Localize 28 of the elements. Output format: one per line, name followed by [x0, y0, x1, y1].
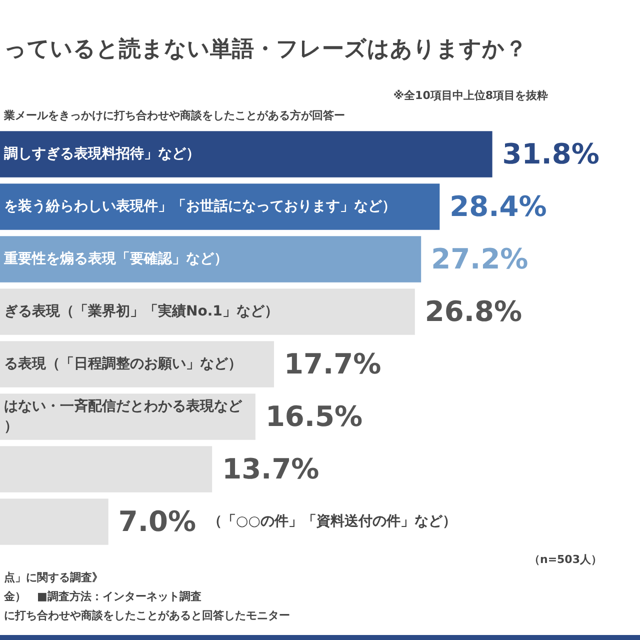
chart-title: っていると読まない単語・フレーズはありますか？	[4, 36, 527, 64]
data-label: 27.2%	[431, 242, 528, 276]
text: 金） ■調査方法：インターネット調査	[4, 589, 202, 604]
data-label: 17.7%	[284, 348, 382, 381]
data-label: 16.5%	[265, 400, 363, 434]
bar	[0, 446, 212, 492]
y-tick-label: ぎる表現（「業界初」「実績No.1」など）	[4, 302, 278, 320]
bar	[0, 236, 422, 282]
text: （n=503人）	[528, 552, 602, 567]
bar	[0, 498, 108, 545]
text: ※全10項目中上位8項目を抜粋	[393, 88, 548, 103]
bar	[0, 184, 440, 230]
data-label: 28.4%	[450, 190, 547, 224]
text: に打ち合わせや商談をしたことがあると回答したモニター	[4, 608, 290, 623]
y-tick-label: 重要性を煽る表現「要確認」など）	[3, 250, 228, 267]
y-tick-label: （「○○の件」「資料送付の件」など）	[208, 513, 456, 530]
text: 点」に関する調査》	[4, 570, 103, 585]
data-label: 7.0%	[118, 505, 196, 538]
bar	[0, 288, 415, 335]
y-tick-label: はない・一斉配信だとわかる表現など）	[4, 397, 243, 434]
bar	[0, 131, 492, 178]
y-tick-label: る表現（「日程調整のお願い」など）	[4, 354, 242, 372]
chart-subtitle: 業メールをきっかけに打ち合わせや商談をしたことがある方が回答ー	[4, 108, 345, 123]
y-tick-label: を装う紛らわしい表現件」「お世話になっております」など）	[4, 198, 396, 214]
data-label: 31.8%	[502, 138, 600, 171]
data-label: 13.7%	[222, 452, 320, 486]
data-label: 26.8%	[424, 295, 522, 328]
y-tick-label: 調しすぎる表現料招待」など）	[4, 144, 200, 162]
